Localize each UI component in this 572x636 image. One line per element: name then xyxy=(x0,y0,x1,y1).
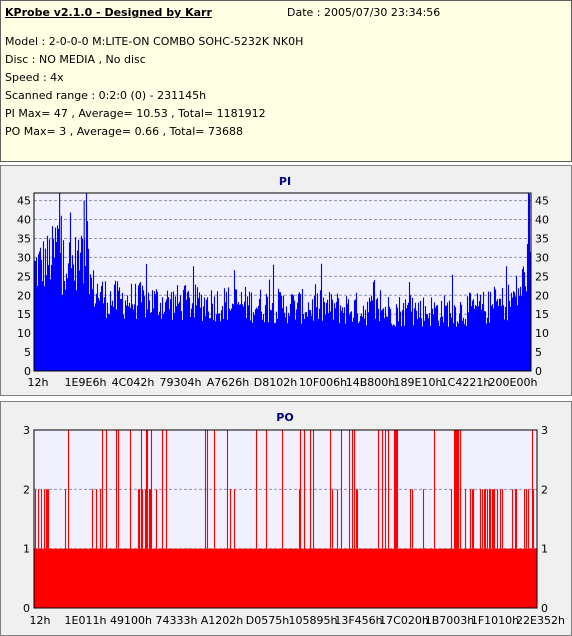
po-x-tick: 13F456h xyxy=(334,614,382,627)
pi-y-tick-right: 15 xyxy=(535,308,549,321)
po-y-tick-right: 2 xyxy=(541,483,548,496)
pi-y-tick-right: 0 xyxy=(535,365,542,378)
pi-y-tick-left: 0 xyxy=(24,365,31,378)
model-line: Model : 2-0-0-0 M:LITE-ON COMBO SOHC-523… xyxy=(5,35,304,48)
po-y-tick-right: 3 xyxy=(541,424,548,437)
pi-plot-border xyxy=(33,192,532,372)
po-x-tick: 12h xyxy=(30,614,51,627)
pi-x-tick: 10F006h xyxy=(299,376,347,389)
pi-y-tick-left: 20 xyxy=(17,289,31,302)
pi-y-tick-right: 30 xyxy=(535,251,549,264)
pi-y-tick-right: 40 xyxy=(535,214,549,227)
po-plot-border xyxy=(33,429,538,609)
po-y-tick-right: 0 xyxy=(541,602,548,615)
po-y-tick-left: 3 xyxy=(23,424,30,437)
po-y-tick-left: 1 xyxy=(23,543,30,556)
pi-y-tick-right: 5 xyxy=(535,346,542,359)
info-panel: KProbe v2.1.0 - Designed by Karr Date : … xyxy=(0,0,572,162)
po-x-tick: 1E011h xyxy=(65,614,107,627)
pi-y-tick-left: 10 xyxy=(17,327,31,340)
pi-x-tick: 200E00h xyxy=(489,376,538,389)
pi-y-tick-left: 25 xyxy=(17,270,31,283)
po-x-tick: 49100h xyxy=(110,614,152,627)
pi-x-tick: A7626h xyxy=(207,376,250,389)
pi-x-tick: 4C042h xyxy=(112,376,155,389)
po-y-tick-left: 2 xyxy=(23,483,30,496)
pi-x-tick: 1C4221h xyxy=(441,376,491,389)
po-x-tick: 1F1010h xyxy=(471,614,519,627)
po-x-tick: D0575h xyxy=(246,614,289,627)
pi-y-tick-right: 35 xyxy=(535,232,549,245)
po-summary-line: PO Max= 3 , Average= 0.66 , Total= 73688 xyxy=(5,125,243,138)
po-x-tick: 74333h xyxy=(156,614,198,627)
scan-date: Date : 2005/07/30 23:34:56 xyxy=(287,6,441,19)
app-title: KProbe v2.1.0 - Designed by Karr xyxy=(5,6,212,19)
pi-x-tick: 79304h xyxy=(160,376,202,389)
pi-x-tick: 12h xyxy=(28,376,49,389)
po-chart-title: PO xyxy=(276,411,293,424)
po-x-tick: 22E352h xyxy=(516,614,565,627)
po-x-tick: 17C020h xyxy=(379,614,429,627)
speed-line: Speed : 4x xyxy=(5,71,64,84)
po-x-tick: A1202h xyxy=(201,614,244,627)
po-x-tick: 1B7003h xyxy=(425,614,475,627)
pi-y-tick-right: 25 xyxy=(535,270,549,283)
pi-x-tick: 189E10h xyxy=(394,376,443,389)
po-data-bars xyxy=(34,430,535,549)
disc-line: Disc : NO MEDIA , No disc xyxy=(5,53,146,66)
pi-x-tick: 14B800h xyxy=(346,376,396,389)
po-x-tick: 105895h xyxy=(289,614,338,627)
pi-y-tick-left: 40 xyxy=(17,214,31,227)
pi-y-tick-right: 20 xyxy=(535,289,549,302)
pi-x-tick: D8102h xyxy=(254,376,297,389)
pi-y-tick-left: 5 xyxy=(24,346,31,359)
pi-y-tick-left: 15 xyxy=(17,308,31,321)
pi-x-tick: 1E9E6h xyxy=(65,376,107,389)
pi-y-tick-left: 30 xyxy=(17,251,31,264)
pi-chart-title: PI xyxy=(279,175,291,188)
scanned-range-line: Scanned range : 0:2:0 (0) - 231145h xyxy=(5,89,207,102)
po-y-tick-right: 1 xyxy=(541,543,548,556)
pi-y-tick-right: 45 xyxy=(535,195,549,208)
pi-y-tick-left: 45 xyxy=(17,195,31,208)
pi-y-tick-left: 35 xyxy=(17,232,31,245)
po-baseline-bars xyxy=(34,548,537,608)
po-y-tick-left: 0 xyxy=(23,602,30,615)
pi-y-tick-right: 10 xyxy=(535,327,549,340)
pi-summary-line: PI Max= 47 , Average= 10.53 , Total= 118… xyxy=(5,107,266,120)
